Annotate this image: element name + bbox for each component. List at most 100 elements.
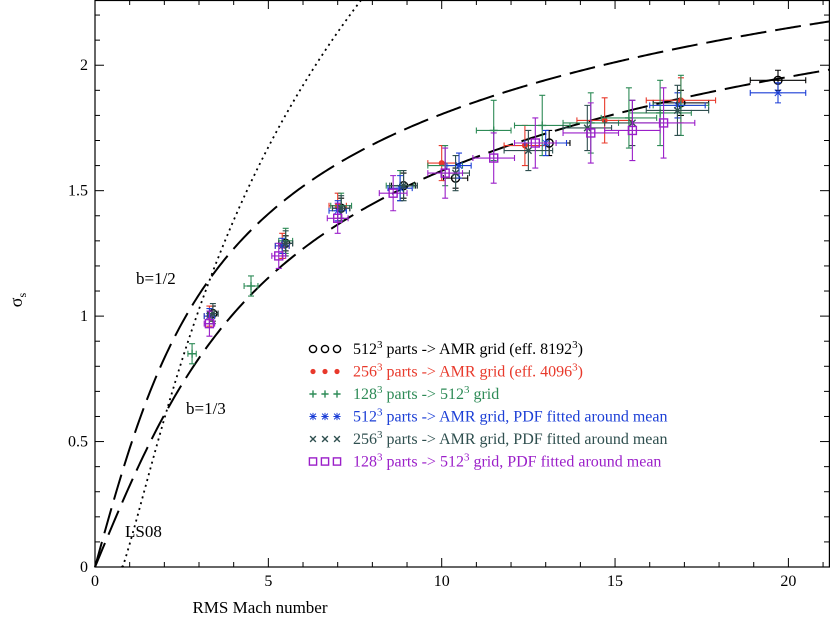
data-point [187, 343, 197, 365]
curve-label-b-third: b=1/3 [186, 399, 226, 418]
x-tick-label: 20 [780, 573, 796, 590]
data-point [446, 152, 472, 179]
legend-label-sup: 3 [377, 339, 383, 351]
data-point [472, 132, 516, 184]
curve-label-ls08: LS08 [125, 522, 162, 541]
marker-plus [333, 390, 341, 398]
data-point [562, 102, 620, 164]
legend-label-part: 256 [353, 431, 377, 448]
legend-label: 2563 parts -> AMR grid, PDF fitted aroun… [353, 429, 668, 448]
marker-square [440, 168, 450, 178]
data-point [513, 117, 557, 169]
data-point [604, 99, 661, 162]
error-bar [427, 147, 464, 199]
marker-dot [310, 368, 316, 375]
legend-label: 1283 parts -> 5123 grid [353, 384, 499, 403]
x-axis-label: RMS Mach number [192, 598, 327, 617]
legend-entry: 2563 parts -> AMR grid (eff. 40963) [310, 362, 583, 381]
marker-asterisk [773, 88, 782, 97]
x-tick-label: 5 [264, 573, 272, 590]
marker-plus [538, 121, 547, 130]
marker-square [658, 118, 669, 128]
legend-label-sup: 3 [377, 452, 383, 464]
marker-square [530, 138, 541, 148]
marker-square [388, 188, 398, 198]
error-bar [604, 99, 661, 162]
y-axis-label-main: σ [6, 297, 26, 307]
marker-asterisk [309, 412, 317, 421]
series-plus [187, 74, 710, 365]
legend-label-part: parts -> AMR grid (eff. 4096 [383, 364, 573, 381]
y-axis-label-sub: s [15, 292, 29, 297]
x-tick-label: 15 [607, 573, 623, 590]
data-point [562, 104, 613, 152]
legend-entry: 5123 parts -> AMR grid, PDF fitted aroun… [309, 407, 668, 426]
legend-label-part: ) [578, 364, 583, 381]
legend-label-sup: 3 [572, 339, 578, 351]
marker-cross [337, 204, 345, 212]
y-axis-label: σs [6, 292, 29, 307]
legend-label-part: 512 [353, 409, 377, 426]
marker-circle [308, 344, 318, 354]
data-point [271, 242, 287, 269]
marker-cross [399, 181, 408, 190]
marker-dot [322, 368, 328, 375]
marker-cross [583, 124, 592, 132]
marker-plus [321, 390, 329, 398]
curve-b-1-3 [94, 68, 830, 568]
data-point [427, 147, 464, 199]
error-bar [472, 132, 516, 184]
legend-label-part: parts -> AMR grid, PDF fitted around mea… [383, 431, 668, 448]
data-point [749, 82, 807, 104]
marker-square [274, 251, 284, 261]
data-point [203, 310, 216, 337]
model-curves [94, 0, 830, 568]
error-bar [271, 242, 287, 269]
legend-label-sup: 3 [377, 362, 383, 374]
legend-label-part: 128 [353, 386, 377, 403]
marker-square [627, 125, 638, 136]
legend-label-part: grid, PDF fitted around mean [469, 454, 661, 471]
data-point [631, 87, 696, 159]
marker-cross [673, 106, 682, 115]
marker-asterisk [333, 412, 341, 421]
legend-label: 5123 parts -> AMR grid, PDF fitted aroun… [353, 407, 668, 426]
curve-b-1-2 [94, 20, 830, 568]
legend-label-part: 128 [353, 454, 377, 471]
error-bar [749, 69, 807, 91]
marker-square [332, 457, 342, 466]
legend-label-sup: 3 [377, 384, 383, 396]
curve-ls08 [121, 0, 363, 568]
legend-label: 1283 parts -> 5123 grid, PDF fitted arou… [353, 452, 661, 471]
data-point [503, 129, 554, 172]
axis-labels: RMS Mach number σs [6, 292, 328, 617]
marker-dot [334, 368, 340, 375]
data-point [513, 94, 571, 157]
data-point [389, 170, 418, 202]
legend-label-sup: 3 [464, 384, 470, 396]
marker-circle [332, 344, 342, 354]
legend-entry: 5123 parts -> AMR grid (eff. 81923) [308, 339, 583, 358]
marker-cross [333, 435, 341, 443]
marker-cross [281, 239, 290, 248]
marker-asterisk [455, 161, 464, 170]
legend-label-part: grid [469, 386, 499, 403]
legend-label-sup: 3 [572, 362, 578, 374]
axis-ticks: 0 5 10 15 20 0 0.5 1 1.5 2 [68, 0, 829, 590]
marker-dot [438, 160, 445, 167]
legend-label-sup: 3 [377, 429, 383, 441]
marker-cross [309, 435, 317, 443]
legend-label-part: parts -> AMR grid (eff. 8192 [383, 341, 573, 358]
error-bar [378, 175, 408, 212]
legend-entry: 1283 parts -> 5123 grid [309, 384, 499, 403]
marker-cross [321, 435, 329, 443]
data-point [475, 99, 512, 162]
curve-labels: b=1/2 b=1/3 LS08 [125, 269, 226, 541]
legend-label: 5123 parts -> AMR grid (eff. 81923) [353, 339, 583, 358]
marker-plus [309, 390, 317, 398]
marker-square [204, 318, 215, 329]
legend-label-part: parts -> 512 [383, 454, 464, 471]
error-bar [631, 87, 696, 159]
curve-label-b-half: b=1/2 [136, 269, 176, 288]
legend-label-part: parts -> 512 [383, 386, 464, 403]
